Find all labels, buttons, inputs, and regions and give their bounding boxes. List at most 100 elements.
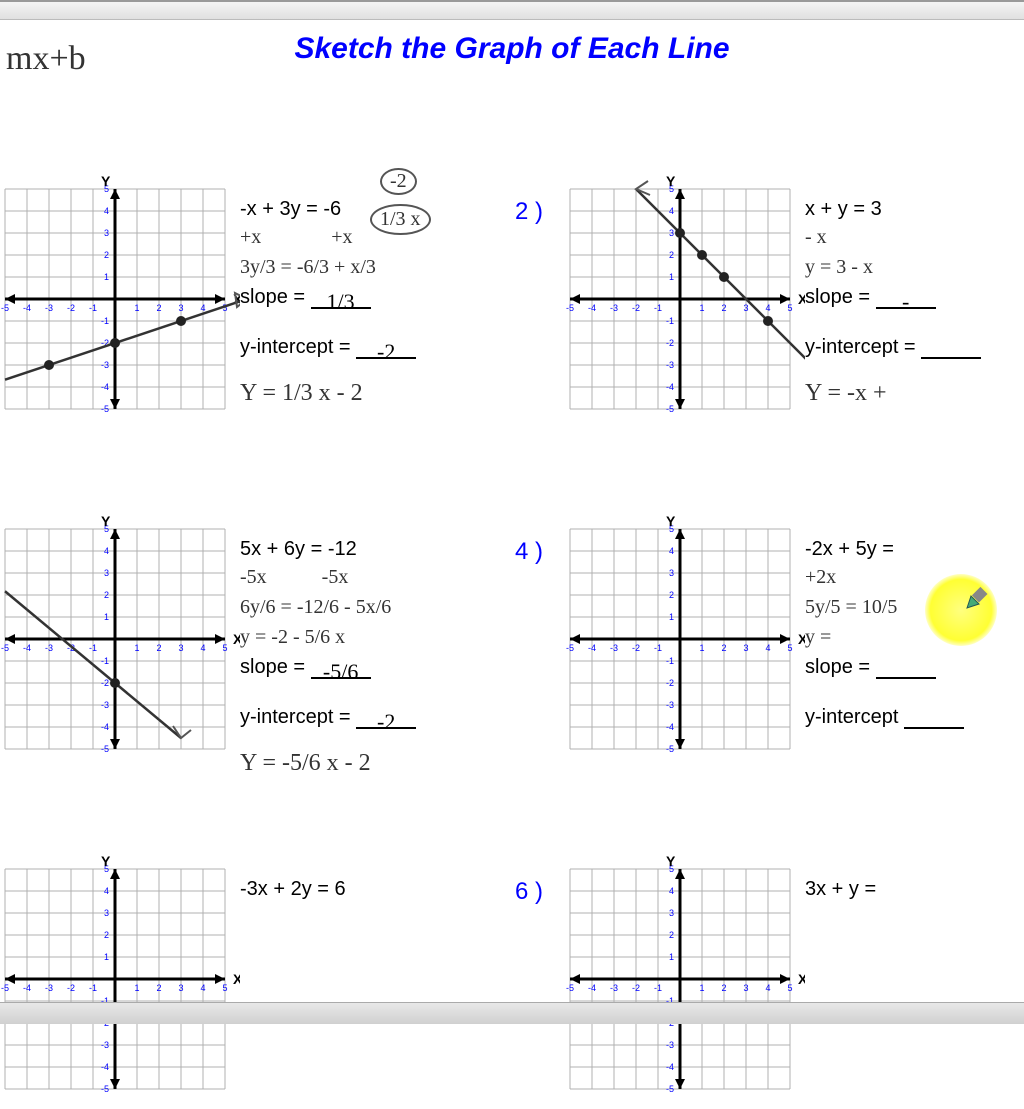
- svg-text:1: 1: [134, 983, 139, 993]
- handwritten-work: +2x: [805, 566, 836, 589]
- svg-text:-2: -2: [67, 983, 75, 993]
- svg-text:3: 3: [178, 983, 183, 993]
- svg-text:4: 4: [104, 886, 109, 896]
- svg-text:X: X: [798, 631, 805, 647]
- svg-text:Y: Y: [101, 174, 111, 189]
- svg-text:-4: -4: [101, 722, 109, 732]
- equation-text: -2x + 5y =: [805, 538, 894, 561]
- svg-text:Y: Y: [101, 514, 111, 529]
- svg-text:4: 4: [669, 886, 674, 896]
- svg-text:1: 1: [699, 303, 704, 313]
- svg-text:2: 2: [721, 983, 726, 993]
- svg-text:-2: -2: [632, 643, 640, 653]
- svg-text:-3: -3: [666, 700, 674, 710]
- equation-text: -3x + 2y = 6: [240, 878, 346, 901]
- svg-text:2: 2: [156, 983, 161, 993]
- handwritten-work: -5x -5x: [240, 566, 348, 589]
- svg-text:-4: -4: [101, 382, 109, 392]
- svg-text:Y: Y: [101, 854, 111, 869]
- svg-text:-1: -1: [101, 316, 109, 326]
- handwritten-work: y =: [805, 626, 831, 649]
- svg-text:4: 4: [200, 643, 205, 653]
- svg-text:-5: -5: [1, 983, 9, 993]
- svg-text:-4: -4: [666, 722, 674, 732]
- svg-text:1: 1: [669, 952, 674, 962]
- page-title: Sketch the Graph of Each Line: [0, 32, 1024, 66]
- svg-text:-2: -2: [101, 678, 109, 688]
- svg-text:-4: -4: [666, 1062, 674, 1072]
- worksheet-content: -5-5-4-4-3-3-2-2-1-11122334455XY-x + 3y …: [0, 74, 1024, 1034]
- svg-text:-5: -5: [666, 744, 674, 754]
- svg-text:-5: -5: [566, 983, 574, 993]
- slope-label: slope =: [805, 656, 936, 679]
- problem-number: 4 ): [515, 538, 543, 566]
- svg-text:4: 4: [765, 983, 770, 993]
- svg-text:-5: -5: [666, 1084, 674, 1094]
- svg-text:1: 1: [699, 643, 704, 653]
- svg-text:2: 2: [156, 643, 161, 653]
- slope-label: slope = -5/6: [240, 656, 371, 679]
- coordinate-grid: -5-5-4-4-3-3-2-2-1-11122334455XY: [555, 514, 805, 769]
- svg-text:-4: -4: [23, 303, 31, 313]
- svg-text:X: X: [798, 291, 805, 307]
- yintercept-label: y-intercept =: [805, 336, 981, 359]
- equation-text: -x + 3y = -6: [240, 198, 341, 221]
- yintercept-label: y-intercept = -2: [240, 336, 416, 359]
- handwritten-answer: Y = -x +: [805, 380, 887, 407]
- svg-text:-4: -4: [23, 643, 31, 653]
- handwritten-answer: Y = -5/6 x - 2: [240, 750, 371, 777]
- svg-text:-2: -2: [666, 678, 674, 688]
- handwritten-work: 5y/5 = 10/5: [805, 596, 897, 619]
- svg-text:1: 1: [134, 643, 139, 653]
- yintercept-label: y-intercept: [805, 706, 964, 729]
- equation-text: 5x + 6y = -12: [240, 538, 357, 561]
- svg-text:-3: -3: [610, 643, 618, 653]
- svg-text:-1: -1: [89, 303, 97, 313]
- handwritten-work: - x: [805, 226, 827, 249]
- coordinate-grid: -5-5-4-4-3-3-2-2-1-11122334455XY: [0, 174, 240, 429]
- svg-text:-1: -1: [89, 983, 97, 993]
- svg-text:1: 1: [104, 952, 109, 962]
- svg-text:Y: Y: [666, 514, 676, 529]
- svg-text:X: X: [798, 971, 805, 987]
- svg-text:2: 2: [104, 590, 109, 600]
- svg-text:X: X: [233, 631, 240, 647]
- handwritten-work: y = 3 - x: [805, 256, 873, 279]
- svg-text:2: 2: [104, 930, 109, 940]
- svg-text:-1: -1: [666, 316, 674, 326]
- svg-text:-3: -3: [45, 303, 53, 313]
- svg-text:-5: -5: [101, 1084, 109, 1094]
- coordinate-grid: -5-5-4-4-3-3-2-2-1-11122334455XY: [555, 174, 805, 429]
- svg-text:3: 3: [743, 303, 748, 313]
- svg-text:3: 3: [669, 908, 674, 918]
- svg-text:2: 2: [721, 643, 726, 653]
- svg-text:4: 4: [765, 643, 770, 653]
- circled-note: 1/3 x: [370, 204, 431, 235]
- svg-text:-4: -4: [588, 643, 596, 653]
- svg-text:-4: -4: [588, 303, 596, 313]
- svg-text:-3: -3: [45, 983, 53, 993]
- handwritten-work: y = -2 - 5/6 x: [240, 626, 345, 649]
- problem-number: 2 ): [515, 198, 543, 226]
- svg-text:-1: -1: [101, 656, 109, 666]
- svg-text:5: 5: [787, 643, 792, 653]
- svg-text:-4: -4: [101, 1062, 109, 1072]
- svg-text:-5: -5: [101, 744, 109, 754]
- pen-cursor-icon: [965, 586, 989, 615]
- svg-text:5: 5: [222, 643, 227, 653]
- svg-text:-5: -5: [566, 643, 574, 653]
- svg-text:1: 1: [104, 612, 109, 622]
- svg-text:-3: -3: [101, 1040, 109, 1050]
- svg-text:4: 4: [765, 303, 770, 313]
- svg-text:3: 3: [743, 983, 748, 993]
- window-bottombar: [0, 1002, 1024, 1024]
- svg-text:4: 4: [669, 546, 674, 556]
- svg-text:1: 1: [104, 272, 109, 282]
- svg-text:5: 5: [787, 303, 792, 313]
- window-topbar: [0, 2, 1024, 20]
- svg-text:-1: -1: [666, 656, 674, 666]
- handwritten-work: +x +x: [240, 226, 353, 249]
- svg-text:3: 3: [669, 568, 674, 578]
- svg-text:-3: -3: [101, 360, 109, 370]
- svg-text:-5: -5: [101, 404, 109, 414]
